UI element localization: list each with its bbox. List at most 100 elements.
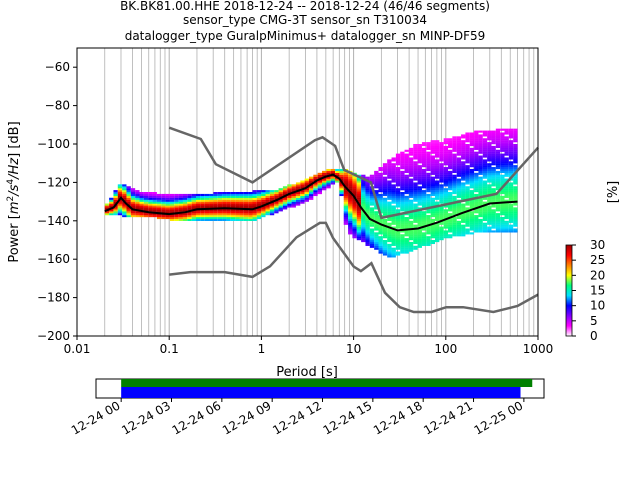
density-cell <box>508 178 514 181</box>
density-cell <box>474 151 479 154</box>
density-cell <box>421 157 427 160</box>
density-cell <box>443 170 449 173</box>
density-cell <box>448 163 453 166</box>
density-cell <box>356 226 362 229</box>
density-cell <box>222 209 227 212</box>
density-cell <box>482 140 488 143</box>
density-cell <box>117 213 123 216</box>
density-cell <box>265 213 270 216</box>
density-cell <box>339 170 344 173</box>
density-cell <box>452 145 457 149</box>
density-cell <box>348 218 353 221</box>
density-cell <box>413 178 418 181</box>
density-cell <box>452 176 457 179</box>
density-cell <box>495 145 501 149</box>
density-cell <box>291 197 296 200</box>
density-cell <box>417 159 422 162</box>
density-cell <box>222 201 227 204</box>
density-cell <box>426 145 431 149</box>
density-cell <box>239 203 244 206</box>
density-cell <box>491 211 496 214</box>
density-cell <box>148 197 153 200</box>
density-cell <box>443 176 449 179</box>
density-cell <box>508 130 514 133</box>
density-cell <box>352 213 357 216</box>
density-cell <box>417 147 422 150</box>
density-cell <box>443 192 449 195</box>
density-cell <box>430 197 435 200</box>
density-cell <box>487 197 492 200</box>
density-cell <box>482 132 488 135</box>
density-cell <box>456 138 462 141</box>
density-cell <box>495 188 501 191</box>
density-cell <box>408 157 414 160</box>
density-cell <box>130 199 136 202</box>
density-cell <box>413 224 418 227</box>
density-cell <box>143 193 149 197</box>
density-cell <box>439 172 444 175</box>
density-cell <box>500 159 505 162</box>
density-cell <box>491 190 496 193</box>
density-cell <box>491 218 496 221</box>
density-cell <box>313 193 318 197</box>
density-cell <box>391 157 396 160</box>
density-cell <box>400 155 405 158</box>
density-cell <box>421 240 427 243</box>
density-cell <box>352 203 357 206</box>
density-cell <box>269 209 275 212</box>
density-cell <box>413 230 418 233</box>
density-cell <box>400 172 405 175</box>
density-cell <box>421 180 427 183</box>
density-cell <box>500 199 505 202</box>
density-cell <box>430 240 435 243</box>
density-cell <box>465 149 470 152</box>
density-cell <box>387 165 392 168</box>
density-cell <box>230 199 236 202</box>
density-cell <box>478 197 483 200</box>
density-cell <box>456 159 462 162</box>
density-cell <box>165 205 170 208</box>
grid-lines <box>104 48 535 336</box>
density-cell <box>426 178 431 181</box>
colorbar-gradient <box>565 244 573 337</box>
density-cell <box>434 190 440 193</box>
density-cell <box>174 203 179 206</box>
y-axis-label: Power [m2/s4/Hz] [dB] <box>6 121 22 262</box>
density-cell <box>439 195 444 198</box>
density-cell <box>491 134 496 137</box>
density-cell <box>478 224 483 227</box>
density-cell <box>387 255 392 258</box>
density-cell <box>434 149 440 152</box>
density-cell <box>356 218 362 221</box>
density-cell <box>434 186 440 189</box>
density-cell <box>426 153 431 156</box>
density-cell <box>474 132 479 135</box>
density-cell <box>478 178 483 181</box>
density-cell <box>434 161 440 164</box>
density-cell <box>404 155 409 158</box>
density-cell <box>461 136 466 139</box>
density-cell <box>169 209 175 212</box>
density-cell <box>487 145 492 149</box>
density-cell <box>182 205 188 208</box>
density-cell <box>495 157 501 160</box>
density-cell <box>408 186 414 189</box>
density-cell <box>439 167 444 170</box>
density-cell <box>421 234 427 237</box>
density-cell <box>400 238 405 241</box>
density-cell <box>182 197 188 200</box>
density-cell <box>378 220 383 223</box>
density-cell <box>426 161 431 164</box>
density-cell <box>452 161 457 164</box>
density-cell <box>369 220 375 223</box>
density-cell <box>478 222 483 225</box>
density-cell <box>495 193 501 197</box>
density-cell <box>421 197 427 200</box>
density-cell <box>508 213 514 216</box>
density-cell <box>491 142 496 145</box>
density-cell <box>439 168 444 172</box>
density-cell <box>356 234 362 237</box>
density-cell <box>456 215 462 218</box>
density-cell <box>430 172 435 175</box>
density-cell <box>495 163 501 166</box>
